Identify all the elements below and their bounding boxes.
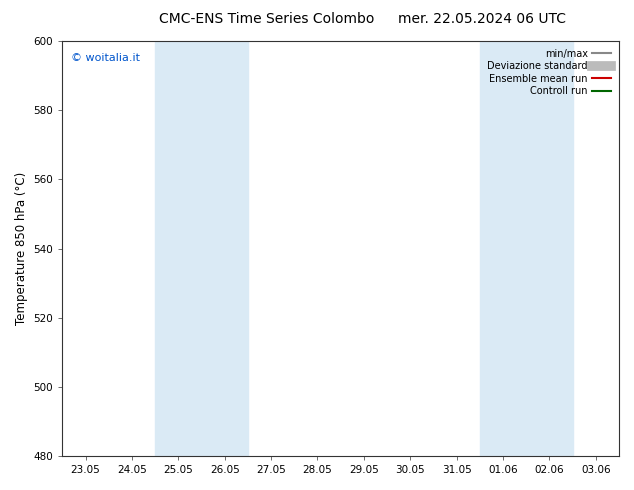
- Text: CMC-ENS Time Series Colombo: CMC-ENS Time Series Colombo: [158, 12, 374, 26]
- Bar: [480, 41, 573, 456]
- Legend: min/max, Deviazione standard, Ensemble mean run, Controll run: min/max, Deviazione standard, Ensemble m…: [484, 46, 614, 99]
- Y-axis label: Temperature 850 hPa (°C): Temperature 850 hPa (°C): [15, 172, 28, 325]
- Text: © woitalia.it: © woitalia.it: [70, 53, 139, 64]
- Bar: [155, 41, 248, 456]
- Text: mer. 22.05.2024 06 UTC: mer. 22.05.2024 06 UTC: [398, 12, 566, 26]
